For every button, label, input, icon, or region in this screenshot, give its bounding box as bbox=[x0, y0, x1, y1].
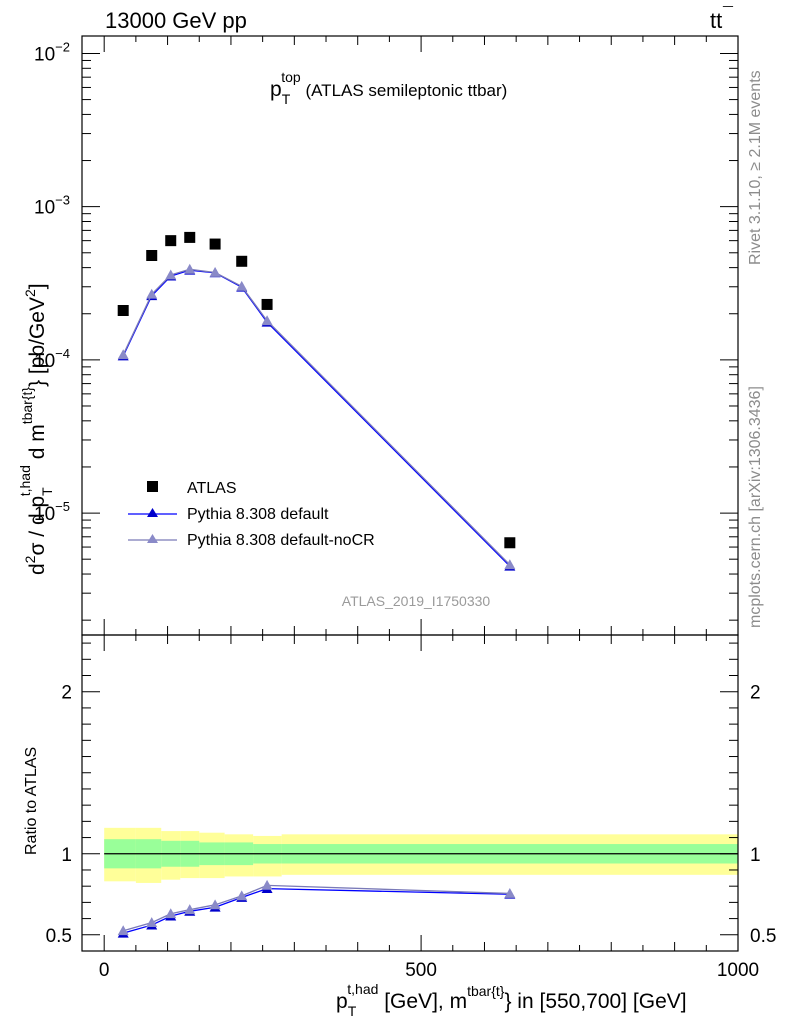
process-label-main: tt bbox=[710, 8, 722, 33]
ratio-plot-content bbox=[104, 827, 738, 938]
main-marker-nocr bbox=[504, 559, 516, 570]
main-y-tick-label-exp: −4 bbox=[55, 346, 70, 361]
main-y-tick-label-base: 10 bbox=[34, 351, 55, 372]
ylabel-close: ] bbox=[26, 283, 49, 289]
main-marker-atlas bbox=[236, 255, 248, 267]
ylabel-d-sup: 2 bbox=[22, 555, 38, 563]
main-marker-atlas bbox=[117, 304, 129, 316]
ratio-marker-nocr bbox=[184, 904, 196, 915]
main-y-tick-label-exp: −3 bbox=[55, 193, 70, 208]
main-panel: 10−210−310−410−5 pTtop (ATLAS semilepton… bbox=[17, 35, 739, 636]
xlabel-mid: [GeV], m bbox=[378, 990, 467, 1013]
mcplots-label: mcplots.cern.ch [arXiv:1306.3436] bbox=[747, 386, 764, 628]
legend-atlas-label: ATLAS bbox=[187, 480, 237, 497]
ratio-marker-nocr bbox=[146, 917, 158, 928]
x-tick-label: 500 bbox=[405, 960, 437, 981]
ratio-y-tick-label-right: 0.5 bbox=[750, 926, 776, 947]
ylabel-dm: d m bbox=[26, 424, 49, 465]
ratio-y-tick-label-left: 0.5 bbox=[46, 926, 72, 947]
ratio-y-tick-label-left: 2 bbox=[61, 683, 72, 704]
ratio-marker-nocr bbox=[209, 899, 221, 910]
ratio-y-tick-label-right: 2 bbox=[750, 683, 761, 704]
ylabel-p-sup: t,had bbox=[17, 465, 33, 496]
main-plot-title: pTtop (ATLAS semileptonic ttbar) bbox=[270, 69, 507, 107]
rivet-label: Rivet 3.1.10, ≥ 2.1M events bbox=[747, 70, 764, 265]
ylabel-unit-sup: 2 bbox=[22, 289, 38, 297]
main-y-tick-label: 10−2 bbox=[34, 39, 70, 65]
ratio-plot-frame bbox=[81, 634, 739, 952]
main-marker-nocr bbox=[236, 280, 248, 291]
main-marker-atlas bbox=[146, 249, 158, 261]
ratio-y-axis-label: Ratio to ATLAS bbox=[23, 747, 40, 855]
ratio-marker-nocr bbox=[117, 925, 129, 936]
main-marker-atlas bbox=[165, 235, 177, 247]
main-marker-nocr bbox=[117, 349, 129, 360]
ylabel-p-sub: T bbox=[39, 487, 55, 496]
ratio-marker-nocr bbox=[165, 908, 177, 919]
main-y-tick-label-base: 10 bbox=[34, 504, 55, 525]
ratio-marker-nocr bbox=[236, 890, 248, 901]
ratio-axis-ticks: 0.5 0.5 1 1 2 2 0 500 1000 bbox=[46, 635, 776, 981]
energy-label: 13000 GeV pp bbox=[105, 8, 247, 33]
main-y-tick-label-base: 10 bbox=[34, 198, 55, 219]
ratio-y-tick-label-left: 1 bbox=[61, 845, 72, 866]
ylabel-d: d bbox=[26, 563, 49, 575]
xlabel-p-sub: T bbox=[348, 1003, 357, 1019]
main-marker-nocr bbox=[165, 269, 177, 280]
main-marker-nocr bbox=[261, 315, 273, 326]
main-plot-content bbox=[117, 231, 516, 571]
xlabel-p-sup: t,had bbox=[347, 981, 378, 997]
title-rest: (ATLAS semileptonic ttbar) bbox=[301, 81, 508, 100]
main-y-tick-label: 10−5 bbox=[34, 499, 70, 525]
xlabel-m-sup: tbar{t} bbox=[467, 983, 505, 999]
main-marker-atlas bbox=[184, 231, 196, 243]
legend: ATLAS Pythia 8.308 default Pythia 8.308 … bbox=[128, 480, 375, 549]
main-marker-nocr bbox=[209, 266, 221, 277]
process-label-bar: ¯ bbox=[722, 4, 734, 24]
title-p: p bbox=[270, 78, 282, 101]
main-y-axis-label: d2σ / d pTt,had d mtbar{t}} [pb/GeV2] bbox=[17, 283, 55, 575]
title-sub: T bbox=[282, 91, 291, 107]
legend-default-label: Pythia 8.308 default bbox=[187, 506, 329, 523]
ratio-marker-nocr bbox=[261, 879, 273, 890]
main-marker-nocr bbox=[146, 288, 158, 299]
main-marker-nocr bbox=[184, 263, 196, 274]
ratio-panel: 0.5 0.5 1 1 2 2 0 500 1000 Ratio to ATLAS pTt,ha… bbox=[23, 634, 776, 1019]
ratio-marker-nocr bbox=[504, 887, 516, 898]
legend-default-marker bbox=[147, 508, 158, 517]
main-marker-atlas bbox=[504, 537, 516, 549]
legend-nocr-label: Pythia 8.308 default-noCR bbox=[187, 532, 375, 549]
main-y-tick-label-exp: −5 bbox=[55, 499, 70, 514]
xlabel-p: p bbox=[336, 990, 348, 1013]
ratio-y-tick-label-right: 1 bbox=[750, 845, 761, 866]
main-marker-atlas bbox=[209, 238, 221, 250]
legend-nocr-marker bbox=[147, 534, 158, 543]
ylabel-m-sup: tbar{t} bbox=[19, 387, 35, 425]
ylabel-unit: } [pb/GeV bbox=[26, 297, 49, 387]
analysis-watermark: ATLAS_2019_I1750330 bbox=[342, 593, 491, 609]
main-series-line-nocr bbox=[122, 268, 511, 566]
process-label: tt bbox=[710, 8, 722, 33]
ratio-series-line-nocr bbox=[123, 884, 510, 932]
title-sup: top bbox=[281, 69, 301, 85]
main-y-tick-label: 10−3 bbox=[34, 193, 70, 219]
x-tick-label: 0 bbox=[99, 960, 110, 981]
legend-atlas-marker bbox=[147, 481, 158, 492]
xlabel-rest: } in [550,700] [GeV] bbox=[504, 990, 686, 1013]
x-tick-label: 1000 bbox=[717, 960, 759, 981]
main-y-tick-label: 10−4 bbox=[34, 346, 70, 372]
main-y-tick-label-exp: −2 bbox=[55, 39, 70, 54]
main-marker-atlas bbox=[261, 298, 273, 310]
main-axis-ticks: 10−210−310−410−5 bbox=[34, 36, 739, 635]
ylabel-sigma: σ / d p bbox=[26, 496, 49, 556]
x-axis-label: pTt,had [GeV], mtbar{t}} in [550,700] [G… bbox=[336, 981, 687, 1019]
main-y-tick-label-base: 10 bbox=[34, 44, 55, 65]
